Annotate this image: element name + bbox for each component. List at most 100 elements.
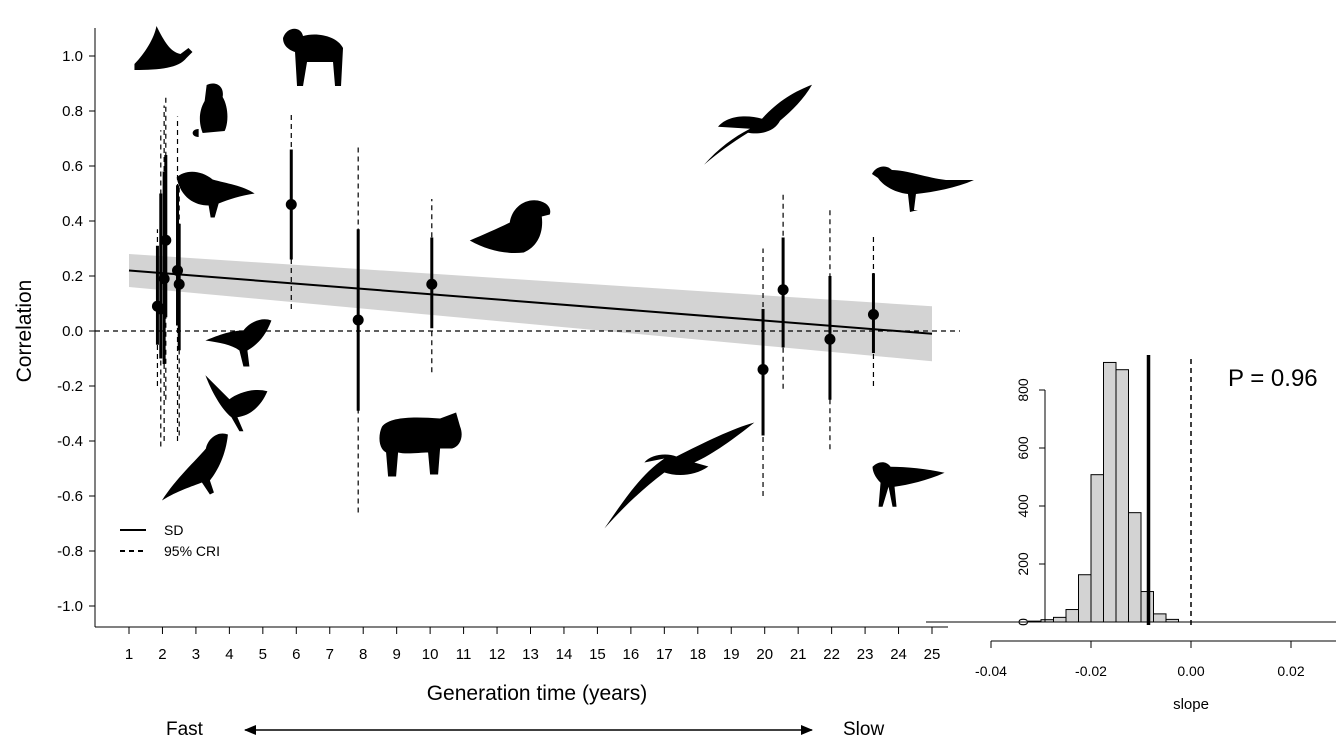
y-axis-title: Correlation xyxy=(13,280,36,383)
points-layer xyxy=(151,97,879,513)
marmot-icon xyxy=(192,83,228,137)
y-tick-label: 0.0 xyxy=(62,323,83,340)
bird-sandpiper-shape xyxy=(852,454,945,507)
data-point-group xyxy=(285,111,297,309)
y-tick-label: 1.0 xyxy=(62,48,83,65)
bear-shape xyxy=(379,412,462,477)
bird-shorebird-icon xyxy=(871,166,974,212)
x-axis-title: Generation time (years) xyxy=(427,682,648,705)
data-point xyxy=(777,284,789,296)
histogram-bars xyxy=(926,361,1336,623)
x-tick-label: 12 xyxy=(489,646,506,663)
histogram-bar xyxy=(1078,574,1092,623)
marmot-shape xyxy=(192,83,228,137)
y-tick-label: -0.8 xyxy=(57,543,83,560)
y-tick-label: 0.4 xyxy=(62,213,83,230)
histogram-bar xyxy=(1053,616,1067,623)
bird-grosbeak-icon xyxy=(176,171,255,218)
x-tick-label: 11 xyxy=(456,646,472,663)
bird-seabird-flying-icon xyxy=(704,84,813,165)
histogram-y-tick-label: 200 xyxy=(1015,552,1031,576)
histogram-bar xyxy=(1128,512,1142,623)
x-tick-label: 25 xyxy=(924,646,941,663)
bird-finch-flying-shape xyxy=(134,26,193,70)
data-point-group xyxy=(867,234,879,386)
histogram-y-tick-label: 600 xyxy=(1015,436,1031,460)
y-tick-label: -0.2 xyxy=(57,378,83,395)
histogram-y-tick-label: 400 xyxy=(1015,494,1031,518)
bird-gull-icon xyxy=(469,200,551,253)
histogram-bar xyxy=(1153,613,1167,623)
x-tick-label: 16 xyxy=(623,646,640,663)
x-tick-label: 14 xyxy=(556,646,573,663)
x-tick-label: 10 xyxy=(422,646,439,663)
data-point xyxy=(160,234,172,246)
data-point-group xyxy=(426,199,438,373)
histogram-bar xyxy=(1090,474,1104,623)
histogram-lines xyxy=(1146,355,1192,625)
data-point xyxy=(757,364,769,375)
confidence-band-layer xyxy=(128,254,933,362)
bear-icon xyxy=(379,412,462,477)
correlation-chart: -1.0-0.8-0.6-0.4-0.20.00.20.40.60.81.01 2… xyxy=(13,26,974,705)
histogram-y-tick-label: 0 xyxy=(1015,618,1031,626)
histogram-x-tick-label: -0.02 xyxy=(1075,663,1107,679)
bird-shorebird-shape xyxy=(871,166,974,212)
legend-cri-label: 95% CRI xyxy=(164,543,220,559)
y-tick-label: 0.2 xyxy=(62,268,83,285)
bird-sparrow-shape xyxy=(205,319,272,367)
bird-seabird-flying-shape xyxy=(704,84,813,165)
trend-line xyxy=(128,269,933,335)
histogram-x-tick-label: -0.04 xyxy=(975,663,1007,679)
histogram-bar xyxy=(1065,609,1079,623)
x-tick-label: 17 xyxy=(656,646,673,663)
bird-wren-icon xyxy=(205,375,268,432)
bird-sandpiper-icon xyxy=(852,454,945,507)
bird-grosbeak-shape xyxy=(176,171,255,218)
x-tick-label: 15 xyxy=(589,646,606,663)
y-tick-label: -0.4 xyxy=(57,433,83,450)
y-tick-label: -1.0 xyxy=(57,598,83,615)
data-point-group xyxy=(160,97,172,400)
data-point-group xyxy=(172,116,184,441)
data-point xyxy=(158,273,170,285)
fast-label: Fast xyxy=(166,719,204,739)
bird-sparrow-icon xyxy=(205,319,272,367)
histogram-x-tick-label: 0.00 xyxy=(1177,663,1204,679)
legend-sd-label: SD xyxy=(164,522,183,538)
data-point xyxy=(824,333,836,345)
bighorn-sheep-icon xyxy=(283,28,344,86)
bird-finch-flying-icon xyxy=(134,26,193,70)
x-tick-label: 24 xyxy=(890,646,907,663)
x-tick-label: 1 xyxy=(125,646,133,663)
data-point xyxy=(173,278,185,290)
bird-gull-shape xyxy=(469,200,551,253)
x-tick-label: 9 xyxy=(392,646,400,663)
bird-albatross-icon xyxy=(604,422,755,529)
y-tick-label: 0.6 xyxy=(62,158,83,175)
x-tick-label: 8 xyxy=(359,646,367,663)
histogram-x-tick-label: 0.02 xyxy=(1277,663,1304,679)
y-tick-label: 0.8 xyxy=(62,103,83,120)
p-value-annotation: P = 0.96 xyxy=(1228,365,1318,392)
x-tick-label: 23 xyxy=(857,646,874,663)
x-tick-label: 5 xyxy=(259,646,267,663)
data-point-group xyxy=(173,179,185,436)
bird-wren-shape xyxy=(205,375,268,432)
x-tick-label: 18 xyxy=(689,646,706,663)
x-tick-label: 3 xyxy=(192,646,200,663)
y-tick-label: -0.6 xyxy=(57,488,83,505)
confidence-band xyxy=(129,254,932,362)
histogram-bar xyxy=(1115,369,1129,623)
x-tick-label: 19 xyxy=(723,646,740,663)
x-tick-label: 20 xyxy=(756,646,773,663)
data-point xyxy=(285,199,297,210)
x-tick-label: 21 xyxy=(790,646,807,663)
x-tick-label: 4 xyxy=(225,646,233,663)
data-point xyxy=(867,309,879,320)
x-tick-label: 13 xyxy=(522,646,539,663)
bighorn-sheep-shape xyxy=(283,28,344,86)
bird-tit-icon xyxy=(161,433,228,501)
